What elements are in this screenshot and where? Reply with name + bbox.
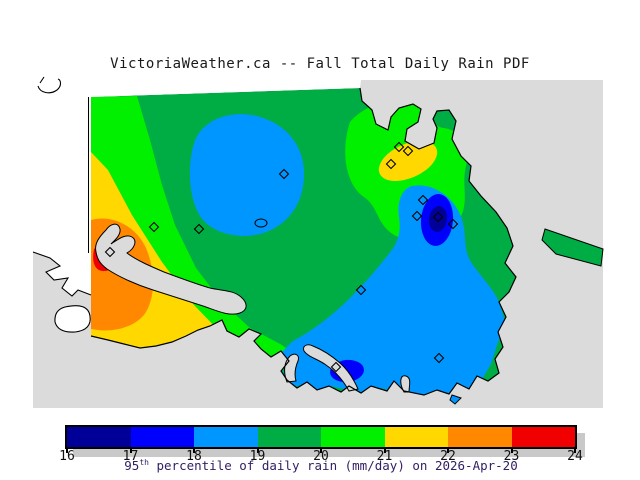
colorbar-segment-18-19 bbox=[194, 427, 258, 447]
page-title: VictoriaWeather.ca -- Fall Total Daily R… bbox=[110, 56, 530, 72]
station-marker bbox=[432, 211, 444, 223]
station-marker bbox=[411, 210, 423, 222]
colorbar-segment-22-23 bbox=[448, 427, 512, 447]
lake-outline bbox=[254, 218, 268, 228]
coastline bbox=[90, 87, 517, 396]
outside-coastline bbox=[32, 251, 92, 297]
station-marker bbox=[104, 246, 116, 258]
colorbar-segment-23-24 bbox=[511, 427, 575, 447]
sooke-basin-water bbox=[95, 223, 247, 315]
station-marker bbox=[330, 361, 342, 373]
station-marker bbox=[148, 221, 160, 233]
contour-18-19-southeast bbox=[282, 185, 506, 395]
contour-18-19-upper-blob bbox=[189, 114, 305, 236]
colorbar-segments bbox=[67, 427, 575, 447]
station-marker bbox=[278, 168, 290, 180]
station-marker bbox=[385, 158, 397, 170]
victoria-harbour-water bbox=[303, 344, 359, 392]
colorbar-segment-19-20 bbox=[257, 427, 321, 447]
station-marker bbox=[402, 145, 414, 157]
colorbar-caption: 95th percentile of daily rain (mm/day) o… bbox=[0, 458, 640, 473]
station-markers-group bbox=[104, 141, 459, 373]
caption-superscript: th bbox=[139, 458, 149, 467]
contour-20-21-west-band bbox=[91, 96, 295, 356]
station-marker bbox=[193, 223, 205, 235]
colorbar-segment-16-17 bbox=[67, 427, 131, 447]
colorbar-segment-20-21 bbox=[321, 427, 385, 447]
island-small-south bbox=[449, 394, 462, 405]
contour-16-17-east-core bbox=[428, 206, 448, 232]
outside-domain-land bbox=[33, 80, 361, 296]
colorbar bbox=[65, 425, 577, 449]
contour-fill-group bbox=[91, 88, 516, 395]
station-marker bbox=[417, 194, 429, 206]
station-marker bbox=[433, 352, 445, 364]
station-marker bbox=[393, 141, 405, 153]
station-marker bbox=[447, 218, 459, 230]
contour-21-22-northeast-core bbox=[378, 140, 438, 182]
outside-land-islet bbox=[54, 305, 91, 333]
island-east bbox=[541, 228, 604, 267]
colorbar-segment-17-18 bbox=[130, 427, 194, 447]
inlet-water-small bbox=[400, 375, 411, 393]
station-marker bbox=[355, 284, 367, 296]
caption-text: percentile of daily rain (mm/day) on 202… bbox=[148, 458, 518, 474]
coastline-fragment-topleft bbox=[37, 76, 62, 94]
caption-number: 95 bbox=[124, 458, 140, 474]
colorbar-segment-21-22 bbox=[384, 427, 448, 447]
